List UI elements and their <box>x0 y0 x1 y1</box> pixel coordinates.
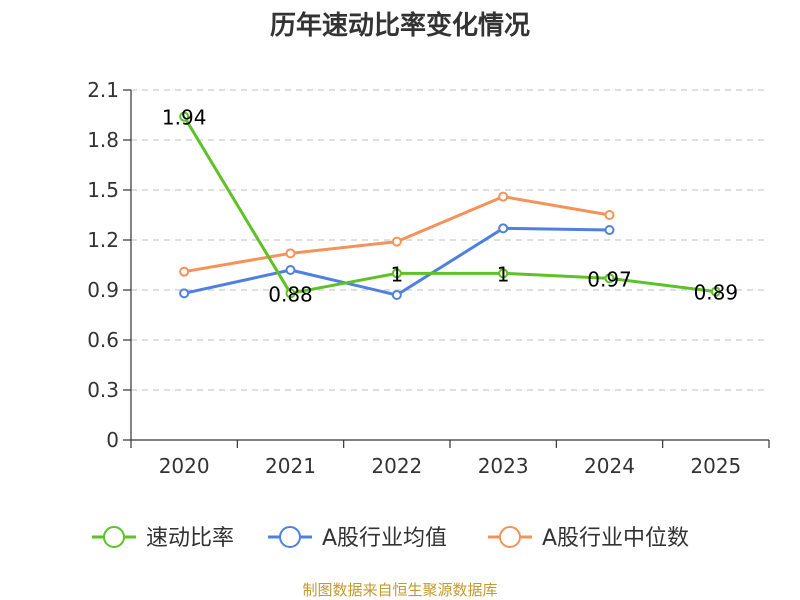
legend[interactable]: 速动比率 A股行业均值 A股行业中位数 <box>92 526 689 551</box>
x-tick-label: 2020 <box>159 454 210 478</box>
data-label: 0.97 <box>587 267 632 291</box>
data-point <box>285 248 296 259</box>
x-tick-label: 2024 <box>584 454 635 478</box>
data-point <box>604 225 615 235</box>
data-point <box>285 288 296 299</box>
source-note: 制图数据来自恒生聚源数据库 <box>302 581 497 599</box>
data-label: 0.89 <box>694 281 739 305</box>
axes: 0 0.3 0.6 0.9 1.2 1.5 1.8 2.1 2020 2021 2022 2023 20… <box>87 78 770 478</box>
series-line <box>183 195 610 274</box>
x-tick-label: 2021 <box>265 454 316 478</box>
data-point <box>179 266 190 277</box>
data-point <box>391 290 402 300</box>
data-label: 1 <box>497 262 510 286</box>
data-point <box>179 288 190 299</box>
y-tick-label: 0.6 <box>87 328 119 352</box>
data-labels: 1.94 0.88 1 1 0.97 0.89 <box>162 106 738 307</box>
data-label: 0.88 <box>268 282 313 306</box>
legend-label: A股行业中位数 <box>542 526 689 551</box>
legend-marker-icon <box>499 526 521 548</box>
data-point <box>498 268 509 279</box>
data-point <box>498 223 509 234</box>
series-line <box>182 115 717 295</box>
data-label: 1 <box>390 262 403 286</box>
legend-item[interactable]: A股行业均值 <box>268 526 447 551</box>
chart-title: 历年速动比率变化情况 <box>270 10 530 41</box>
data-point <box>604 273 615 284</box>
series-group <box>179 111 721 300</box>
data-point <box>285 265 296 275</box>
y-tick-label: 1.2 <box>87 228 119 252</box>
legend-label: A股行业均值 <box>322 526 447 551</box>
x-tick-label: 2023 <box>478 454 529 478</box>
legend-item[interactable]: A股行业中位数 <box>488 526 689 551</box>
y-tick-label: 0 <box>106 428 119 452</box>
legend-item[interactable]: 速动比率 <box>92 526 234 551</box>
x-tick-label: 2022 <box>371 454 422 478</box>
data-point <box>179 111 190 122</box>
y-tick-label: 0.9 <box>87 278 119 302</box>
y-tick-label: 1.5 <box>87 178 119 202</box>
y-tick-label: 1.8 <box>87 128 119 152</box>
legend-label: 速动比率 <box>146 526 234 551</box>
data-point <box>391 268 402 279</box>
x-tick-label: 2025 <box>690 454 741 478</box>
data-point <box>604 210 615 220</box>
y-tick-label: 2.1 <box>87 78 119 102</box>
data-label: 1.94 <box>162 106 207 130</box>
legend-marker-icon <box>279 526 301 548</box>
legend-marker-icon <box>103 526 125 548</box>
grid-lines <box>131 89 769 391</box>
y-tick-label: 0.3 <box>87 378 119 402</box>
data-point <box>498 191 509 202</box>
data-point <box>710 286 721 297</box>
data-point <box>391 236 402 247</box>
